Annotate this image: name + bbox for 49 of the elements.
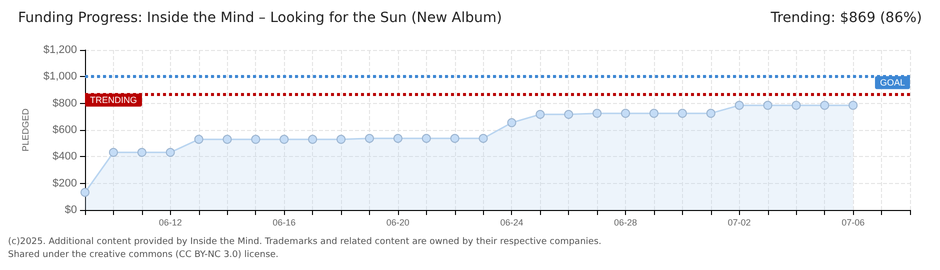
y-tick-label: $0 <box>64 204 77 216</box>
text: (c)2025. Additional content provided by Inside the Mind. Trademarks and related content are owned by their respective companies. <box>8 236 602 249</box>
point <box>251 134 260 144</box>
point <box>734 100 744 110</box>
chart-subtitle: Trending: $869 (86%) <box>770 10 922 26</box>
y-tick-label: $200 <box>52 177 77 190</box>
y-axis-title: PLEDGED <box>20 108 30 152</box>
x-tick-label: 06-12 <box>158 218 182 228</box>
text: Shared under the creative commons (CC BY-NC 3.0) license. <box>8 249 280 262</box>
point <box>280 134 289 144</box>
point <box>478 134 488 143</box>
point <box>108 148 118 157</box>
point <box>536 110 545 119</box>
y-tick-label: $800 <box>52 97 77 110</box>
point <box>621 108 630 118</box>
ref-line-label: TRENDING <box>90 95 137 106</box>
point <box>364 134 374 143</box>
y-tick-label: $400 <box>52 150 77 163</box>
point <box>763 100 772 110</box>
point <box>706 108 716 118</box>
x-tick-label: 06-20 <box>386 218 410 228</box>
point <box>820 100 830 110</box>
point <box>678 108 687 118</box>
point <box>308 134 318 144</box>
point <box>507 118 516 128</box>
point <box>792 100 801 110</box>
point <box>166 148 175 157</box>
point <box>422 134 431 143</box>
x-tick-label: 06-16 <box>272 218 296 228</box>
point <box>194 134 204 144</box>
x-tick-label: 06-24 <box>500 218 524 228</box>
y-tick-label: $1,000 <box>43 70 77 83</box>
x-tick-label: 06-28 <box>614 218 638 228</box>
y-tick-label: $1,200 <box>43 44 77 56</box>
point <box>222 134 232 144</box>
point <box>649 108 658 118</box>
point <box>336 134 346 144</box>
y-tick-label: $600 <box>52 124 77 136</box>
chart-title: Funding Progress: Inside the Mind – Looking for the Sun (New Album) <box>18 10 502 26</box>
x-tick-label: 07-02 <box>728 218 751 228</box>
point <box>564 110 574 119</box>
point <box>137 148 146 157</box>
point <box>450 134 460 143</box>
point <box>592 108 602 118</box>
x-tick-label: 07-06 <box>842 218 865 228</box>
point <box>848 100 858 110</box>
point <box>80 188 90 197</box>
ref-line-label: GOAL <box>880 78 905 88</box>
point <box>393 134 402 143</box>
